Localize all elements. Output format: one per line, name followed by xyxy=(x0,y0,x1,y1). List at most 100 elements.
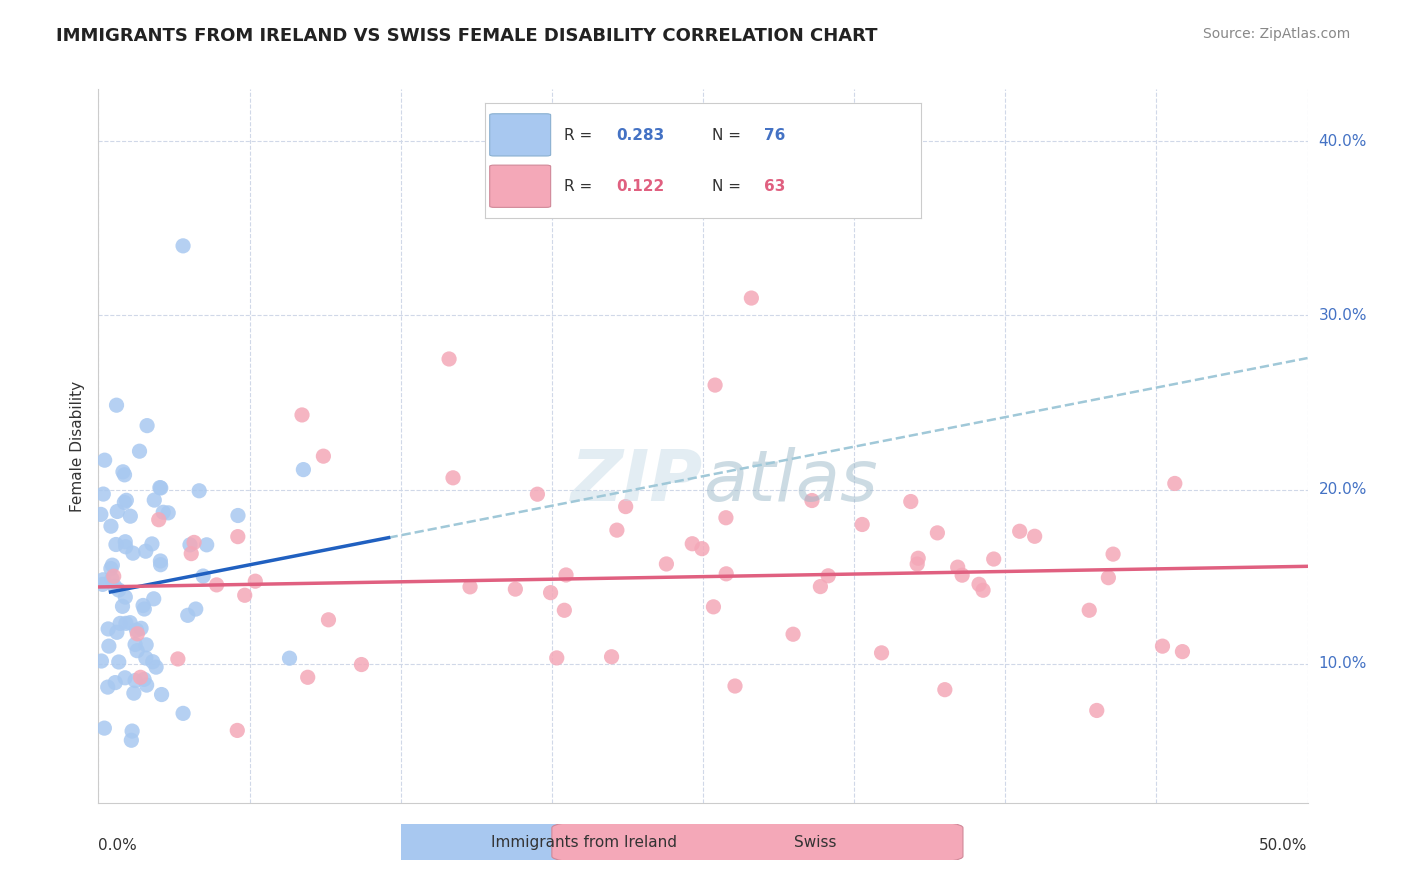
Immigrants from Ireland xyxy=(111,599,134,614)
Swiss xyxy=(655,557,678,571)
Swiss xyxy=(1097,571,1119,585)
Text: 50.0%: 50.0% xyxy=(1260,838,1308,853)
Y-axis label: Female Disability: Female Disability xyxy=(69,380,84,512)
Immigrants from Ireland xyxy=(135,651,157,665)
Text: 0.0%: 0.0% xyxy=(98,838,138,853)
Swiss xyxy=(441,471,464,485)
Swiss xyxy=(1171,645,1194,659)
Swiss xyxy=(183,535,205,549)
Immigrants from Ireland xyxy=(100,561,122,575)
Swiss xyxy=(905,557,928,571)
Swiss xyxy=(553,603,575,617)
Swiss xyxy=(907,551,929,566)
Text: 40.0%: 40.0% xyxy=(1319,134,1367,149)
Swiss xyxy=(350,657,373,672)
Immigrants from Ireland xyxy=(191,569,214,583)
Swiss xyxy=(318,613,340,627)
Immigrants from Ireland xyxy=(149,481,172,495)
Immigrants from Ireland xyxy=(101,558,124,573)
Swiss xyxy=(950,568,973,582)
Swiss xyxy=(1078,603,1101,617)
Text: IMMIGRANTS FROM IRELAND VS SWISS FEMALE DISABILITY CORRELATION CHART: IMMIGRANTS FROM IRELAND VS SWISS FEMALE … xyxy=(56,27,877,45)
Swiss xyxy=(690,541,713,556)
Immigrants from Ireland xyxy=(157,506,180,520)
Immigrants from Ireland xyxy=(97,622,120,636)
Swiss xyxy=(967,577,990,591)
Swiss xyxy=(724,679,747,693)
Swiss xyxy=(600,649,623,664)
Immigrants from Ireland xyxy=(132,599,155,613)
Immigrants from Ireland xyxy=(108,616,131,631)
Swiss xyxy=(180,547,202,561)
Immigrants from Ireland xyxy=(132,673,155,687)
Immigrants from Ireland xyxy=(90,654,112,668)
Immigrants from Ireland xyxy=(150,688,173,702)
Swiss xyxy=(205,578,228,592)
Immigrants from Ireland xyxy=(115,493,138,508)
Immigrants from Ireland xyxy=(124,638,146,652)
Immigrants from Ireland xyxy=(142,591,165,606)
Immigrants from Ireland xyxy=(143,493,166,508)
Swiss xyxy=(808,580,831,594)
Immigrants from Ireland xyxy=(278,651,301,665)
Swiss xyxy=(716,566,738,581)
Immigrants from Ireland xyxy=(149,481,172,495)
Text: Source: ZipAtlas.com: Source: ZipAtlas.com xyxy=(1202,27,1350,41)
Immigrants from Ireland xyxy=(121,724,143,739)
Immigrants from Ireland xyxy=(120,615,142,630)
Swiss xyxy=(800,493,823,508)
Swiss xyxy=(297,670,319,684)
Immigrants from Ireland xyxy=(172,706,194,721)
Immigrants from Ireland xyxy=(149,554,172,568)
Swiss xyxy=(1085,703,1108,717)
Immigrants from Ireland xyxy=(120,509,142,524)
Swiss xyxy=(1164,476,1187,491)
Swiss xyxy=(702,599,724,614)
Immigrants from Ireland xyxy=(141,537,163,551)
Immigrants from Ireland xyxy=(105,398,128,412)
Immigrants from Ireland xyxy=(135,678,157,692)
Immigrants from Ireland xyxy=(114,467,136,482)
Immigrants from Ireland xyxy=(100,519,122,533)
Swiss xyxy=(505,582,527,596)
Swiss xyxy=(312,449,335,463)
Immigrants from Ireland xyxy=(112,495,135,509)
Immigrants from Ireland xyxy=(195,538,218,552)
Swiss xyxy=(148,513,170,527)
Swiss xyxy=(233,588,256,602)
Swiss xyxy=(782,627,804,641)
Immigrants from Ireland xyxy=(136,418,159,433)
Swiss xyxy=(817,569,839,583)
Swiss xyxy=(681,537,703,551)
Immigrants from Ireland xyxy=(152,505,174,519)
Text: 20.0%: 20.0% xyxy=(1319,482,1367,497)
Swiss xyxy=(458,580,481,594)
Immigrants from Ireland xyxy=(134,602,156,616)
Swiss xyxy=(129,670,152,684)
Immigrants from Ireland xyxy=(122,546,145,560)
Swiss xyxy=(870,646,893,660)
Immigrants from Ireland xyxy=(93,721,115,735)
Immigrants from Ireland xyxy=(114,540,136,554)
Swiss xyxy=(704,378,727,392)
Swiss xyxy=(900,494,922,508)
Immigrants from Ireland xyxy=(179,538,201,552)
Swiss xyxy=(1024,529,1046,543)
Immigrants from Ireland xyxy=(226,508,249,523)
Swiss xyxy=(245,574,267,589)
Immigrants from Ireland xyxy=(114,590,136,604)
Immigrants from Ireland xyxy=(101,572,124,586)
Immigrants from Ireland xyxy=(142,655,165,669)
Swiss xyxy=(555,568,578,582)
Swiss xyxy=(1008,524,1031,539)
Immigrants from Ireland xyxy=(135,638,157,652)
Immigrants from Ireland xyxy=(107,582,129,597)
Immigrants from Ireland xyxy=(177,608,200,623)
Immigrants from Ireland xyxy=(105,504,128,518)
Immigrants from Ireland xyxy=(104,675,127,690)
Immigrants from Ireland xyxy=(114,534,136,549)
Swiss xyxy=(103,569,125,583)
Swiss xyxy=(226,530,249,544)
Immigrants from Ireland xyxy=(128,444,150,458)
Swiss xyxy=(540,585,562,599)
